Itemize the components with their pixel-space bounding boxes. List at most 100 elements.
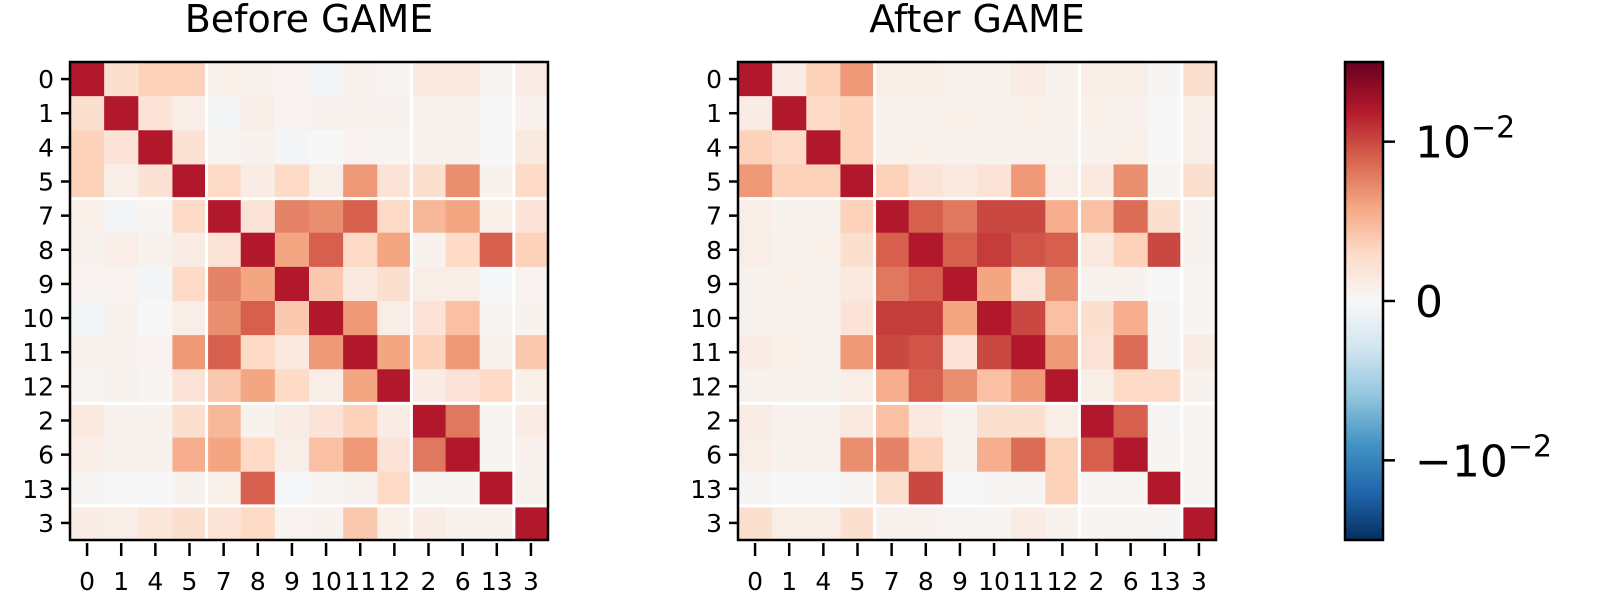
heatmap-cell-r5-c5 bbox=[840, 164, 876, 200]
y-tick-label: 1 bbox=[706, 99, 722, 128]
x-tick-label: 5 bbox=[182, 567, 198, 596]
heatmap-cell-r6-c7 bbox=[206, 437, 242, 473]
heatmap-cell-r3-c11 bbox=[343, 505, 378, 541]
heatmap-cell-r11-c12 bbox=[377, 335, 413, 370]
y-tick-label: 8 bbox=[38, 236, 54, 265]
heatmap-cell-r3-c1 bbox=[772, 505, 807, 541]
heatmap-cell-r1-c9 bbox=[942, 96, 978, 131]
heatmap-cell-r10-c1 bbox=[772, 301, 807, 336]
heatmap-cell-r5-c0 bbox=[70, 164, 105, 200]
heatmap-cell-r8-c4 bbox=[806, 232, 842, 268]
heatmap-cell-r5-c2 bbox=[1079, 164, 1115, 200]
heatmap-cell-r8-c8 bbox=[908, 232, 944, 268]
heatmap-cell-r13-c11 bbox=[1011, 471, 1046, 507]
y-tick-label: 13 bbox=[690, 475, 722, 504]
heatmap-cell-r1-c6 bbox=[1113, 96, 1149, 131]
colorbar-tick-label: 10−2 bbox=[1415, 111, 1515, 169]
heatmap-cell-r1-c5 bbox=[172, 96, 208, 131]
heatmap-cell-r2-c10 bbox=[309, 403, 344, 439]
heatmap-cell-r2-c13 bbox=[479, 403, 515, 439]
heatmap-cell-r6-c9 bbox=[274, 437, 310, 473]
y-tick-label: 2 bbox=[38, 407, 54, 436]
heatmap-cell-r9-c12 bbox=[1045, 266, 1081, 302]
heatmap-cell-r6-c5 bbox=[840, 437, 876, 473]
heatmap-cell-r7-c1 bbox=[772, 198, 807, 234]
heatmap-cell-r10-c7 bbox=[874, 301, 910, 336]
y-tick-label: 12 bbox=[22, 372, 54, 401]
heatmap-cell-r13-c6 bbox=[445, 471, 481, 507]
y-tick-label: 7 bbox=[38, 202, 54, 231]
heatmap-cell-r7-c12 bbox=[377, 198, 413, 234]
x-tick-label: 13 bbox=[481, 567, 513, 596]
heatmap-cell-r7-c0 bbox=[738, 198, 773, 234]
heatmap-cell-r7-c6 bbox=[445, 198, 481, 234]
x-tick-label: 13 bbox=[1149, 567, 1181, 596]
heatmap-cell-r5-c7 bbox=[874, 164, 910, 200]
x-tick-label: 10 bbox=[978, 567, 1010, 596]
heatmap-cell-r7-c11 bbox=[343, 198, 378, 234]
heatmap-cell-r12-c10 bbox=[977, 369, 1012, 405]
heatmap-cell-r11-c7 bbox=[874, 335, 910, 370]
heatmap-cell-r5-c12 bbox=[377, 164, 413, 200]
heatmap-cell-r8-c10 bbox=[977, 232, 1012, 268]
x-tick-label: 6 bbox=[1123, 567, 1139, 596]
heatmap-cell-r1-c2 bbox=[1079, 96, 1115, 131]
x-tick-label: 7 bbox=[216, 567, 232, 596]
heatmap-cell-r1-c12 bbox=[377, 96, 413, 131]
heatmap-cell-r0-c5 bbox=[172, 62, 208, 97]
heatmap-cell-r10-c7 bbox=[206, 301, 242, 336]
heatmap-cell-r0-c9 bbox=[942, 62, 978, 97]
heatmap-cell-r7-c5 bbox=[840, 198, 876, 234]
heatmap-cell-r1-c4 bbox=[138, 96, 174, 131]
heatmap-cell-r1-c8 bbox=[908, 96, 944, 131]
heatmap-cell-r10-c4 bbox=[806, 301, 842, 336]
heatmap-cell-r3-c11 bbox=[1011, 505, 1046, 541]
heatmap-cell-r5-c1 bbox=[772, 164, 807, 200]
y-tick-label: 4 bbox=[38, 133, 54, 162]
heatmap-cell-r12-c9 bbox=[274, 369, 310, 405]
heatmap-cell-r7-c10 bbox=[309, 198, 344, 234]
heatmap-cell-r2-c12 bbox=[1045, 403, 1081, 439]
heatmap-cell-r5-c5 bbox=[172, 164, 208, 200]
heatmap-cell-r2-c4 bbox=[138, 403, 174, 439]
heatmap-cell-r12-c10 bbox=[309, 369, 344, 405]
heatmap-cell-r4-c9 bbox=[942, 130, 978, 166]
heatmap-cell-r10-c2 bbox=[1079, 301, 1115, 336]
heatmap-cell-r12-c2 bbox=[411, 369, 447, 405]
y-tick-label: 4 bbox=[706, 133, 722, 162]
heatmap-cell-r12-c13 bbox=[479, 369, 515, 405]
y-tick-label: 1 bbox=[38, 99, 54, 128]
heatmap-cell-r1-c1 bbox=[772, 96, 807, 131]
y-tick-label: 12 bbox=[690, 372, 722, 401]
heatmap-cell-r1-c3 bbox=[513, 96, 549, 131]
colorbar-tick-base: 10 bbox=[1452, 436, 1508, 487]
heatmap-cell-r11-c13 bbox=[1147, 335, 1183, 370]
heatmap-cell-r4-c10 bbox=[977, 130, 1012, 166]
heatmap-cell-r1-c1 bbox=[104, 96, 139, 131]
x-tick-label: 11 bbox=[1012, 567, 1044, 596]
heatmap-cell-r13-c13 bbox=[1147, 471, 1183, 507]
heatmap-cell-r13-c1 bbox=[104, 471, 139, 507]
heatmap-cell-r12-c0 bbox=[70, 369, 105, 405]
heatmap-cell-r5-c13 bbox=[1147, 164, 1183, 200]
heatmap-cell-r11-c9 bbox=[942, 335, 978, 370]
heatmap-cell-r4-c5 bbox=[172, 130, 208, 166]
heatmap-cell-r11-c8 bbox=[908, 335, 944, 370]
heatmap-cell-r6-c11 bbox=[343, 437, 378, 473]
heatmap-cell-r5-c2 bbox=[411, 164, 447, 200]
heatmap-cell-r10-c8 bbox=[908, 301, 944, 336]
heatmap-cell-r7-c9 bbox=[274, 198, 310, 234]
heatmap-cell-r11-c1 bbox=[104, 335, 139, 370]
x-tick-label: 3 bbox=[523, 567, 539, 596]
heatmap-cell-r7-c9 bbox=[942, 198, 978, 234]
heatmap-cell-r11-c2 bbox=[1079, 335, 1115, 370]
heatmap-cell-r6-c9 bbox=[942, 437, 978, 473]
heatmap-cell-r5-c0 bbox=[738, 164, 773, 200]
heatmap-cell-r0-c1 bbox=[772, 62, 807, 97]
heatmap-cell-r1-c11 bbox=[1011, 96, 1046, 131]
heatmap-cell-r8-c9 bbox=[942, 232, 978, 268]
heatmap-cell-r9-c1 bbox=[104, 266, 139, 302]
heatmap-cell-r2-c10 bbox=[977, 403, 1012, 439]
heatmap-cell-r10-c13 bbox=[479, 301, 515, 336]
